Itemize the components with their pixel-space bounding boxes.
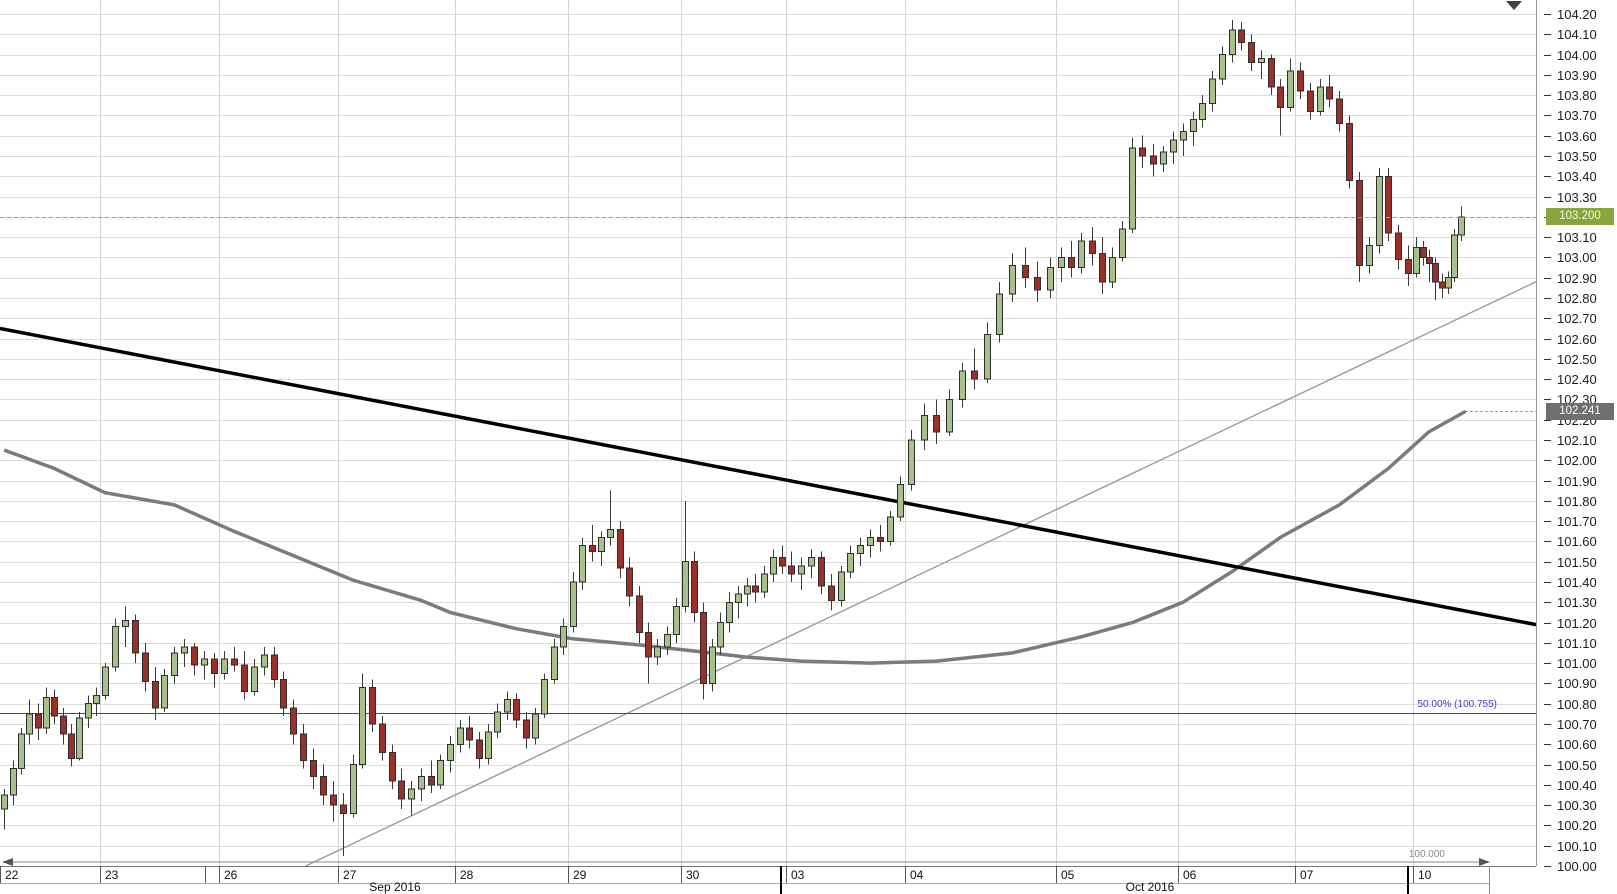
x-axis-day-label: 05 [1061, 868, 1075, 882]
y-tick-label: 100.20 [1557, 817, 1597, 833]
y-tick-label: 102.00 [1557, 452, 1597, 468]
y-tick-label: 103.30 [1557, 189, 1597, 205]
y-tick-label: 103.60 [1557, 128, 1597, 144]
y-tick-label: 102.10 [1557, 432, 1597, 448]
y-tick-label: 103.70 [1557, 107, 1597, 123]
current-price-tag: 103.200 [1546, 208, 1614, 225]
y-tick-label: 104.00 [1557, 47, 1597, 63]
y-tick-label: 101.60 [1557, 533, 1597, 549]
fib-100-label: 100.000 [1408, 849, 1445, 860]
y-tick-label: 102.60 [1557, 331, 1597, 347]
y-tick-label: 104.10 [1557, 26, 1597, 42]
x-axis-day-label: 03 [791, 868, 805, 882]
y-tick-label: 102.70 [1557, 310, 1597, 326]
y-tick-label: 103.50 [1557, 148, 1597, 164]
x-axis-day-label: 27 [343, 868, 357, 882]
month-label-sep: Sep 2016 [369, 880, 421, 894]
x-axis-day-label: 06 [1183, 868, 1197, 882]
x-axis-day-label: 10 [1418, 868, 1432, 882]
y-tick-label: 101.70 [1557, 513, 1597, 529]
y-tick-label: 100.10 [1557, 838, 1597, 854]
y-tick-label: 101.50 [1557, 554, 1597, 570]
x-axis-day-label: 07 [1300, 868, 1314, 882]
x-axis-day-label: 04 [910, 868, 924, 882]
y-tick-label: 101.80 [1557, 493, 1597, 509]
y-tick-label: 100.70 [1557, 716, 1597, 732]
y-tick-label: 103.40 [1557, 168, 1597, 184]
y-tick-label: 101.00 [1557, 655, 1597, 671]
y-tick-label: 103.80 [1557, 87, 1597, 103]
y-tick-label: 100.30 [1557, 797, 1597, 813]
scroll-down-icon[interactable] [1506, 1, 1522, 10]
y-tick-label: 103.90 [1557, 67, 1597, 83]
y-tick-label: 101.20 [1557, 615, 1597, 631]
y-tick-label: 100.60 [1557, 736, 1597, 752]
x-axis-day-label: 30 [686, 868, 700, 882]
x-axis-day-label: 26 [224, 868, 238, 882]
x-axis-day-label: 22 [5, 868, 19, 882]
month-label-oct: Oct 2016 [1125, 880, 1175, 894]
y-tick-label: 102.40 [1557, 371, 1597, 387]
fib-50-label: 50.00% (100.755) [1417, 699, 1497, 710]
y-tick-label: 100.90 [1557, 675, 1597, 691]
y-tick-label: 100.80 [1557, 696, 1597, 712]
x-axis-day-label: 29 [573, 868, 587, 882]
y-tick-label: 102.50 [1557, 351, 1597, 367]
y-tick-label: 101.30 [1557, 594, 1597, 610]
x-axis-day-label: 28 [460, 868, 474, 882]
y-tick-label: 101.90 [1557, 473, 1597, 489]
y-tick-label: 100.40 [1557, 777, 1597, 793]
y-tick-label: 104.20 [1557, 6, 1597, 22]
y-tick-label: 100.00 [1557, 858, 1597, 874]
y-tick-label: 101.10 [1557, 635, 1597, 651]
y-tick-label: 103.10 [1557, 229, 1597, 245]
y-tick-label: 102.90 [1557, 270, 1597, 286]
y-tick-label: 102.80 [1557, 290, 1597, 306]
y-tick-label: 102.30 [1557, 391, 1597, 407]
moving-average-price-tag: 102.241 [1546, 403, 1614, 420]
y-tick-label: 100.50 [1557, 757, 1597, 773]
x-axis-day-label: 23 [105, 868, 119, 882]
y-tick-label: 103.00 [1557, 249, 1597, 265]
y-tick-label: 101.40 [1557, 574, 1597, 590]
